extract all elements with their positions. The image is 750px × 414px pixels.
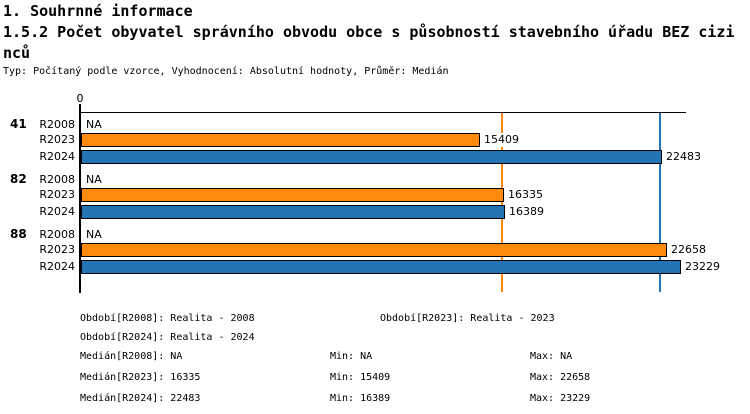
series-row-label: R2024 <box>39 205 75 218</box>
group-category-label: 41 <box>10 117 27 131</box>
bar-value-label: 23229 <box>684 260 721 274</box>
legend-median-r2008: Medián[R2008]: NA <box>80 351 183 362</box>
bar-value-label: 15409 <box>483 133 520 147</box>
legend-max-r2008: Max: NA <box>530 351 573 362</box>
series-row-label: R2024 <box>39 150 75 163</box>
bar-value-label: 22658 <box>670 243 707 257</box>
na-value-label: NA <box>86 173 102 186</box>
indicator-title: 1.5.2 Počet obyvatel správního obvodu ob… <box>3 23 735 62</box>
median-reference-line <box>501 113 503 292</box>
value-bar <box>81 150 662 164</box>
legend-median-r2023: Medián[R2023]: 16335 <box>80 372 201 383</box>
value-bar <box>81 205 505 219</box>
section-title: 1. Souhrnné informace <box>3 2 193 20</box>
legend-period-r2008: Období[R2008]: Realita - 2008 <box>80 313 255 324</box>
legend-min-r2008: Min: NA <box>330 351 373 362</box>
median-reference-line <box>659 113 661 292</box>
legend-min-r2024: Min: 16389 <box>330 393 391 404</box>
bar-value-label: 16335 <box>507 188 544 202</box>
legend-median-r2024: Medián[R2024]: 22483 <box>80 393 201 404</box>
series-row-label: R2023 <box>39 133 75 146</box>
series-row-label: R2008 <box>39 228 75 241</box>
value-bar <box>81 243 667 257</box>
legend-max-r2023: Max: 22658 <box>530 372 591 383</box>
series-row-label: R2024 <box>39 260 75 273</box>
na-value-label: NA <box>86 228 102 241</box>
indicator-meta: Typ: Počítaný podle vzorce, Vyhodnocení:… <box>3 66 449 77</box>
na-value-label: NA <box>86 118 102 131</box>
series-row-label: R2008 <box>39 118 75 131</box>
legend-max-r2024: Max: 23229 <box>530 393 591 404</box>
group-category-label: 88 <box>10 227 27 241</box>
series-row-label: R2023 <box>39 243 75 256</box>
value-bar <box>81 260 681 274</box>
series-row-label: R2008 <box>39 173 75 186</box>
value-bar <box>81 133 480 147</box>
axis-vertical-line <box>79 104 81 293</box>
axis-zero-label: 0 <box>76 92 84 105</box>
series-row-label: R2023 <box>39 188 75 201</box>
legend-period-r2023: Období[R2023]: Realita - 2023 <box>380 313 555 324</box>
bar-value-label: 22483 <box>665 150 702 164</box>
axis-top-line <box>80 112 686 113</box>
legend-min-r2023: Min: 15409 <box>330 372 391 383</box>
group-category-label: 82 <box>10 172 27 186</box>
legend-period-r2024: Období[R2024]: Realita - 2024 <box>80 332 255 343</box>
value-bar <box>81 188 504 202</box>
bar-value-label: 16389 <box>508 205 545 219</box>
